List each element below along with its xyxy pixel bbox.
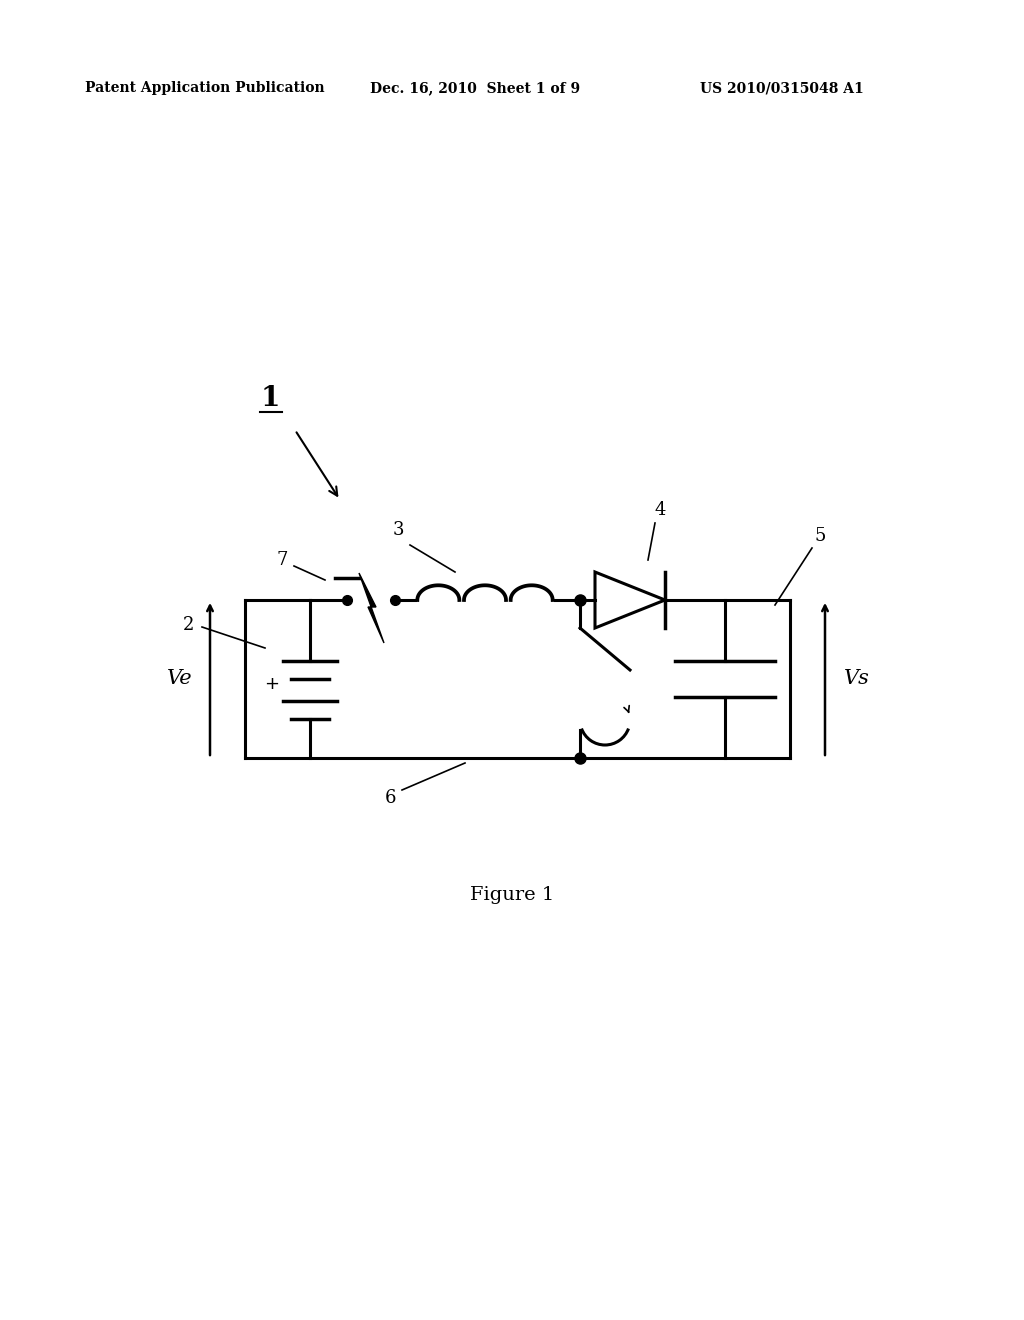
Text: 5: 5 — [814, 527, 825, 545]
Text: 6: 6 — [384, 789, 395, 807]
Text: Figure 1: Figure 1 — [470, 886, 554, 904]
Text: 4: 4 — [654, 502, 666, 519]
Text: US 2010/0315048 A1: US 2010/0315048 A1 — [700, 81, 864, 95]
Text: +: + — [264, 675, 280, 693]
Text: 3: 3 — [392, 521, 403, 539]
Text: 1: 1 — [260, 384, 280, 412]
Text: Dec. 16, 2010  Sheet 1 of 9: Dec. 16, 2010 Sheet 1 of 9 — [370, 81, 581, 95]
Text: Ve: Ve — [167, 669, 193, 689]
Text: Vs: Vs — [844, 669, 870, 689]
Text: Patent Application Publication: Patent Application Publication — [85, 81, 325, 95]
Polygon shape — [359, 573, 384, 643]
Text: 7: 7 — [276, 550, 288, 569]
Text: 2: 2 — [182, 616, 194, 634]
